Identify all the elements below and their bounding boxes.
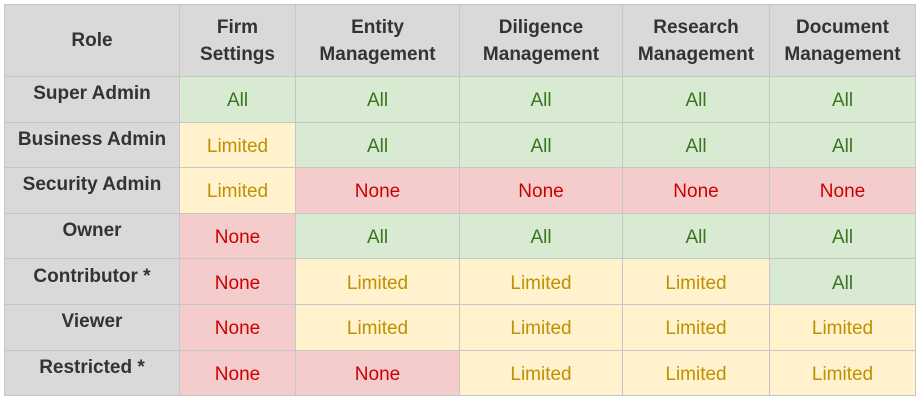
role-cell: Contributor * (4, 258, 180, 305)
header-research-management: Research Management (622, 4, 770, 77)
permission-cell: Limited (622, 349, 770, 397)
role-cell: Business Admin (4, 121, 180, 169)
permission-cell: Limited (769, 303, 916, 351)
permission-cell: None (295, 167, 460, 214)
header-role-text: Role (71, 30, 113, 51)
table-row: Business Admin Limited All All All All (4, 121, 916, 169)
permission-cell: All (179, 76, 296, 123)
table-row: Super Admin All All All All All (4, 76, 916, 123)
header-line: Management (482, 43, 600, 65)
permission-cell: All (295, 121, 460, 169)
permissions-table: Role Firm Settings Entity Management Dilig… (4, 4, 916, 397)
header-line: Management (784, 43, 901, 65)
permission-cell: All (769, 258, 916, 305)
header-line: Management (637, 43, 755, 65)
permission-cell: None (179, 258, 296, 305)
role-cell: Owner (4, 212, 180, 260)
permission-cell: Limited (179, 121, 296, 169)
header-row: Role Firm Settings Entity Management Dilig… (4, 4, 916, 77)
permission-cell: None (295, 349, 460, 397)
header-document-management: Document Management (769, 4, 916, 77)
role-cell: Security Admin (4, 167, 180, 214)
header-line: Diligence (498, 16, 584, 38)
header-line: Settings (200, 43, 275, 65)
permission-cell: Limited (295, 303, 460, 351)
permission-cell: Limited (459, 258, 623, 305)
table-row: Restricted * None None Limited Limited L… (4, 349, 916, 397)
header-role: Role (4, 4, 180, 77)
permission-cell: Limited (295, 258, 460, 305)
header-entity-management: Entity Management (295, 4, 460, 77)
header-line: Document (796, 16, 889, 38)
permission-cell: All (622, 121, 770, 169)
permission-cell: All (622, 76, 770, 123)
permission-cell: All (459, 121, 623, 169)
permission-cell: All (295, 212, 460, 260)
permission-cell: All (459, 212, 623, 260)
permission-cell: None (622, 167, 770, 214)
table-row: Owner None All All All All (4, 212, 916, 260)
header-line: Entity (351, 16, 404, 38)
permission-cell: None (459, 167, 623, 214)
permission-cell: None (179, 303, 296, 351)
table-row: Contributor * None Limited Limited Limit… (4, 258, 916, 305)
header-firm-settings: Firm Settings (179, 4, 296, 77)
permission-cell: All (295, 76, 460, 123)
permission-cell: All (769, 76, 916, 123)
role-cell: Viewer (4, 303, 180, 351)
permission-cell: None (179, 212, 296, 260)
header-line: Management (319, 43, 436, 65)
header-diligence-management: Diligence Management (459, 4, 623, 77)
table-row: Viewer None Limited Limited Limited Limi… (4, 303, 916, 351)
permission-cell: Limited (179, 167, 296, 214)
permission-cell: All (622, 212, 770, 260)
permission-cell: All (769, 121, 916, 169)
table-header: Role Firm Settings Entity Management Dilig… (4, 4, 916, 77)
permission-cell: Limited (622, 258, 770, 305)
table-body: Super Admin All All All All All Business… (4, 76, 916, 397)
role-cell: Super Admin (4, 76, 180, 123)
permission-cell: All (769, 212, 916, 260)
permission-cell: Limited (622, 303, 770, 351)
role-cell: Restricted * (4, 349, 180, 397)
permission-cell: Limited (459, 349, 623, 397)
permission-cell: Limited (769, 349, 916, 397)
table-row: Security Admin Limited None None None No… (4, 167, 916, 214)
header-line: Firm (216, 16, 259, 38)
permission-cell: All (459, 76, 623, 123)
header-line: Research (653, 16, 739, 38)
permission-cell: None (769, 167, 916, 214)
permission-cell: None (179, 349, 296, 397)
permission-cell: Limited (459, 303, 623, 351)
